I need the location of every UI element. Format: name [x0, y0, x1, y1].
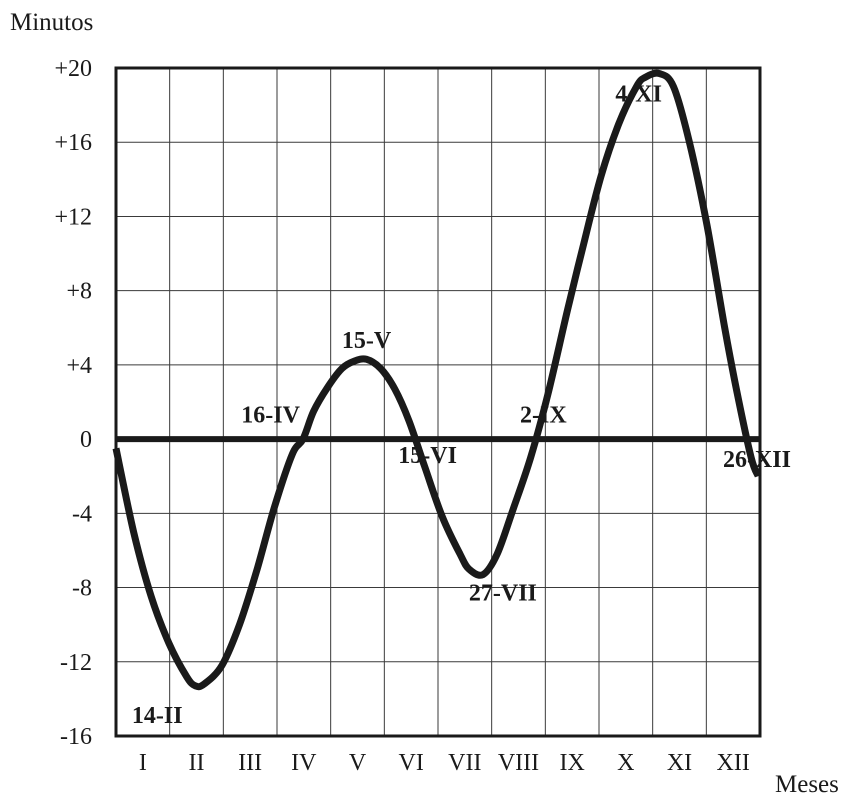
y-tick-label: -4: [72, 501, 92, 527]
plot-frame: [114, 66, 762, 738]
equation-of-time-curve: [112, 69, 762, 691]
x-tick-label: V: [349, 750, 367, 776]
x-tick-label: VII: [448, 750, 481, 776]
annotation-label: 14-II: [132, 703, 183, 729]
y-tick-labels: +20 +16 +12 +8 +4 0 -4 -8 -12 -16: [54, 56, 92, 750]
annotation-label: 26-XII: [723, 447, 791, 473]
x-tick-label: III: [238, 750, 262, 776]
x-tick-label: VI: [399, 750, 424, 776]
y-tick-label: -8: [72, 576, 92, 602]
annotation-label: 2-IX: [520, 402, 567, 428]
x-tick-label: II: [189, 750, 205, 776]
y-tick-label: +20: [54, 56, 92, 82]
y-tick-label: +8: [66, 279, 92, 305]
x-tick-label: VIII: [498, 750, 539, 776]
y-axis-title: Minutos: [10, 9, 93, 36]
x-tick-label: IV: [291, 750, 317, 776]
annotation-label: 15-VI: [398, 443, 457, 469]
x-tick-label: X: [617, 750, 634, 776]
x-tick-label: IX: [560, 750, 585, 776]
annotation-label: 16-IV: [241, 402, 300, 428]
y-tick-label: +16: [54, 130, 92, 156]
x-tick-label: I: [139, 750, 147, 776]
y-tick-label: +12: [54, 204, 92, 230]
y-tick-label: +4: [66, 353, 92, 379]
y-tick-label: -16: [60, 724, 92, 750]
y-tick-label: -12: [60, 650, 92, 676]
x-axis-title: Meses: [775, 771, 839, 797]
annotation-label: 27-VII: [469, 581, 537, 607]
vertical-gridlines: [169, 68, 707, 736]
horizontal-gridlines: [116, 141, 760, 663]
x-tick-label: XI: [667, 750, 692, 776]
annotations: 14-II 16-IV 15-V 15-VI 27-VII 2-IX 4-XI 26-XII: [132, 81, 791, 729]
y-tick-label: 0: [80, 427, 92, 453]
x-tick-labels: I II III IV V VI VII VIII IX X XI XII: [139, 750, 750, 776]
annotation-label: 15-V: [342, 328, 392, 354]
annotation-label: 4-XI: [615, 81, 662, 107]
x-tick-label: XII: [717, 750, 750, 776]
